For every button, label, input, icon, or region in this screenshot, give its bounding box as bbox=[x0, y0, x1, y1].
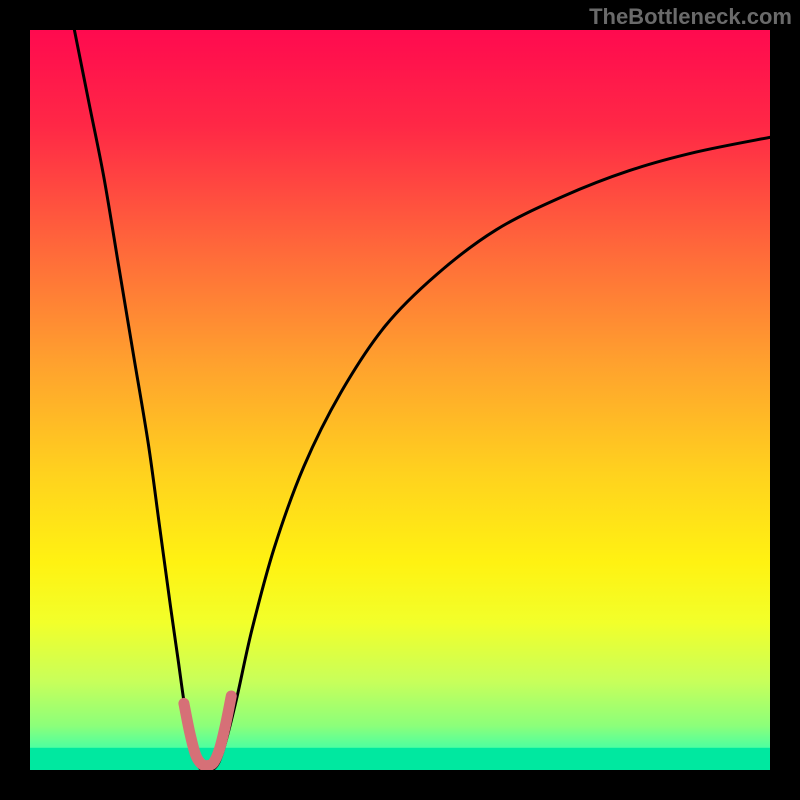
baseline-strip bbox=[30, 748, 770, 770]
chart-svg bbox=[0, 0, 800, 800]
watermark-text: TheBottleneck.com bbox=[589, 4, 792, 30]
chart-stage: TheBottleneck.com bbox=[0, 0, 800, 800]
